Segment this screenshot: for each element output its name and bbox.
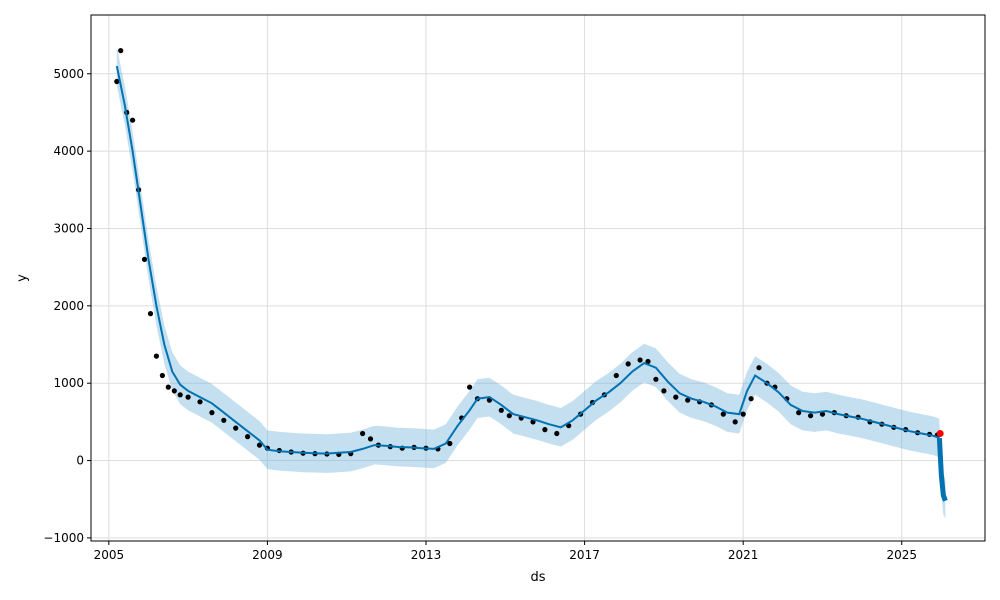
observed-point: [159, 372, 165, 379]
observed-point: [661, 388, 667, 394]
observed-point: [165, 384, 171, 390]
observed-point: [447, 440, 453, 447]
y-axis-label: y: [15, 274, 30, 282]
observed-point: [637, 357, 643, 363]
x-axis-ticks: 2005 2009 2013 2017 2021 2025: [94, 541, 917, 562]
observed-point: [756, 365, 762, 371]
observed-point: [256, 442, 263, 448]
observed-point: [808, 413, 814, 419]
observed-point: [796, 410, 802, 416]
x-axis-label: ds: [530, 570, 545, 585]
observed-point: [360, 430, 366, 437]
observed-point: [367, 436, 374, 442]
observed-point: [114, 78, 120, 85]
observed-point: [245, 434, 251, 440]
observed-point: [685, 397, 691, 403]
x-tick-label: 2021: [728, 548, 759, 562]
uncertainty-band-area: [116, 46, 940, 473]
future-forecast-line: [936, 437, 948, 502]
observed-point: [720, 411, 726, 417]
x-tick-label: 2017: [569, 548, 600, 562]
observed-point: [141, 256, 148, 262]
y-tick-label: 1000: [53, 376, 84, 390]
observed-point: [221, 417, 227, 423]
observed-point: [613, 372, 619, 379]
observed-point: [153, 353, 159, 359]
plot-frame: [90, 14, 986, 542]
observed-point: [554, 430, 560, 437]
observed-point: [233, 425, 239, 431]
x-tick-label: 2005: [94, 548, 125, 562]
observed-point: [748, 396, 754, 402]
x-tick-label: 2025: [886, 548, 917, 562]
grid-lines: [91, 15, 985, 541]
observed-point: [177, 392, 183, 398]
forecast-line: [115, 65, 940, 455]
observed-point: [732, 419, 738, 425]
observed-point: [147, 311, 154, 317]
observed-point: [171, 388, 177, 394]
y-tick-label: −1000: [43, 531, 84, 545]
observed-point: [542, 427, 548, 433]
y-tick-label: 4000: [53, 144, 84, 158]
y-tick-label: 2000: [53, 299, 84, 313]
observed-point: [819, 411, 826, 417]
y-tick-label: 0: [76, 454, 84, 468]
uncertainty-band: [116, 46, 946, 519]
observed-point: [673, 394, 679, 400]
y-axis-ticks: −1000 0 1000 2000 3000 4000 5000: [43, 67, 91, 545]
y-tick-label: 5000: [53, 67, 84, 81]
forecast-lines: [115, 65, 948, 502]
y-tick-label: 3000: [53, 221, 84, 235]
observed-point: [118, 48, 124, 54]
observed-point: [653, 376, 659, 382]
observed-point: [467, 384, 473, 390]
observed-point: [209, 410, 215, 416]
x-tick-label: 2009: [252, 548, 283, 562]
observed-point: [185, 394, 191, 400]
observed-point: [625, 361, 631, 367]
observed-point: [130, 117, 136, 123]
highlight-point: [936, 430, 944, 437]
observed-point: [645, 358, 651, 365]
observed-point: [197, 399, 203, 405]
observed-point: [506, 413, 512, 419]
x-tick-label: 2013: [411, 548, 442, 562]
observed-point: [498, 407, 504, 413]
observed-point: [740, 411, 746, 417]
